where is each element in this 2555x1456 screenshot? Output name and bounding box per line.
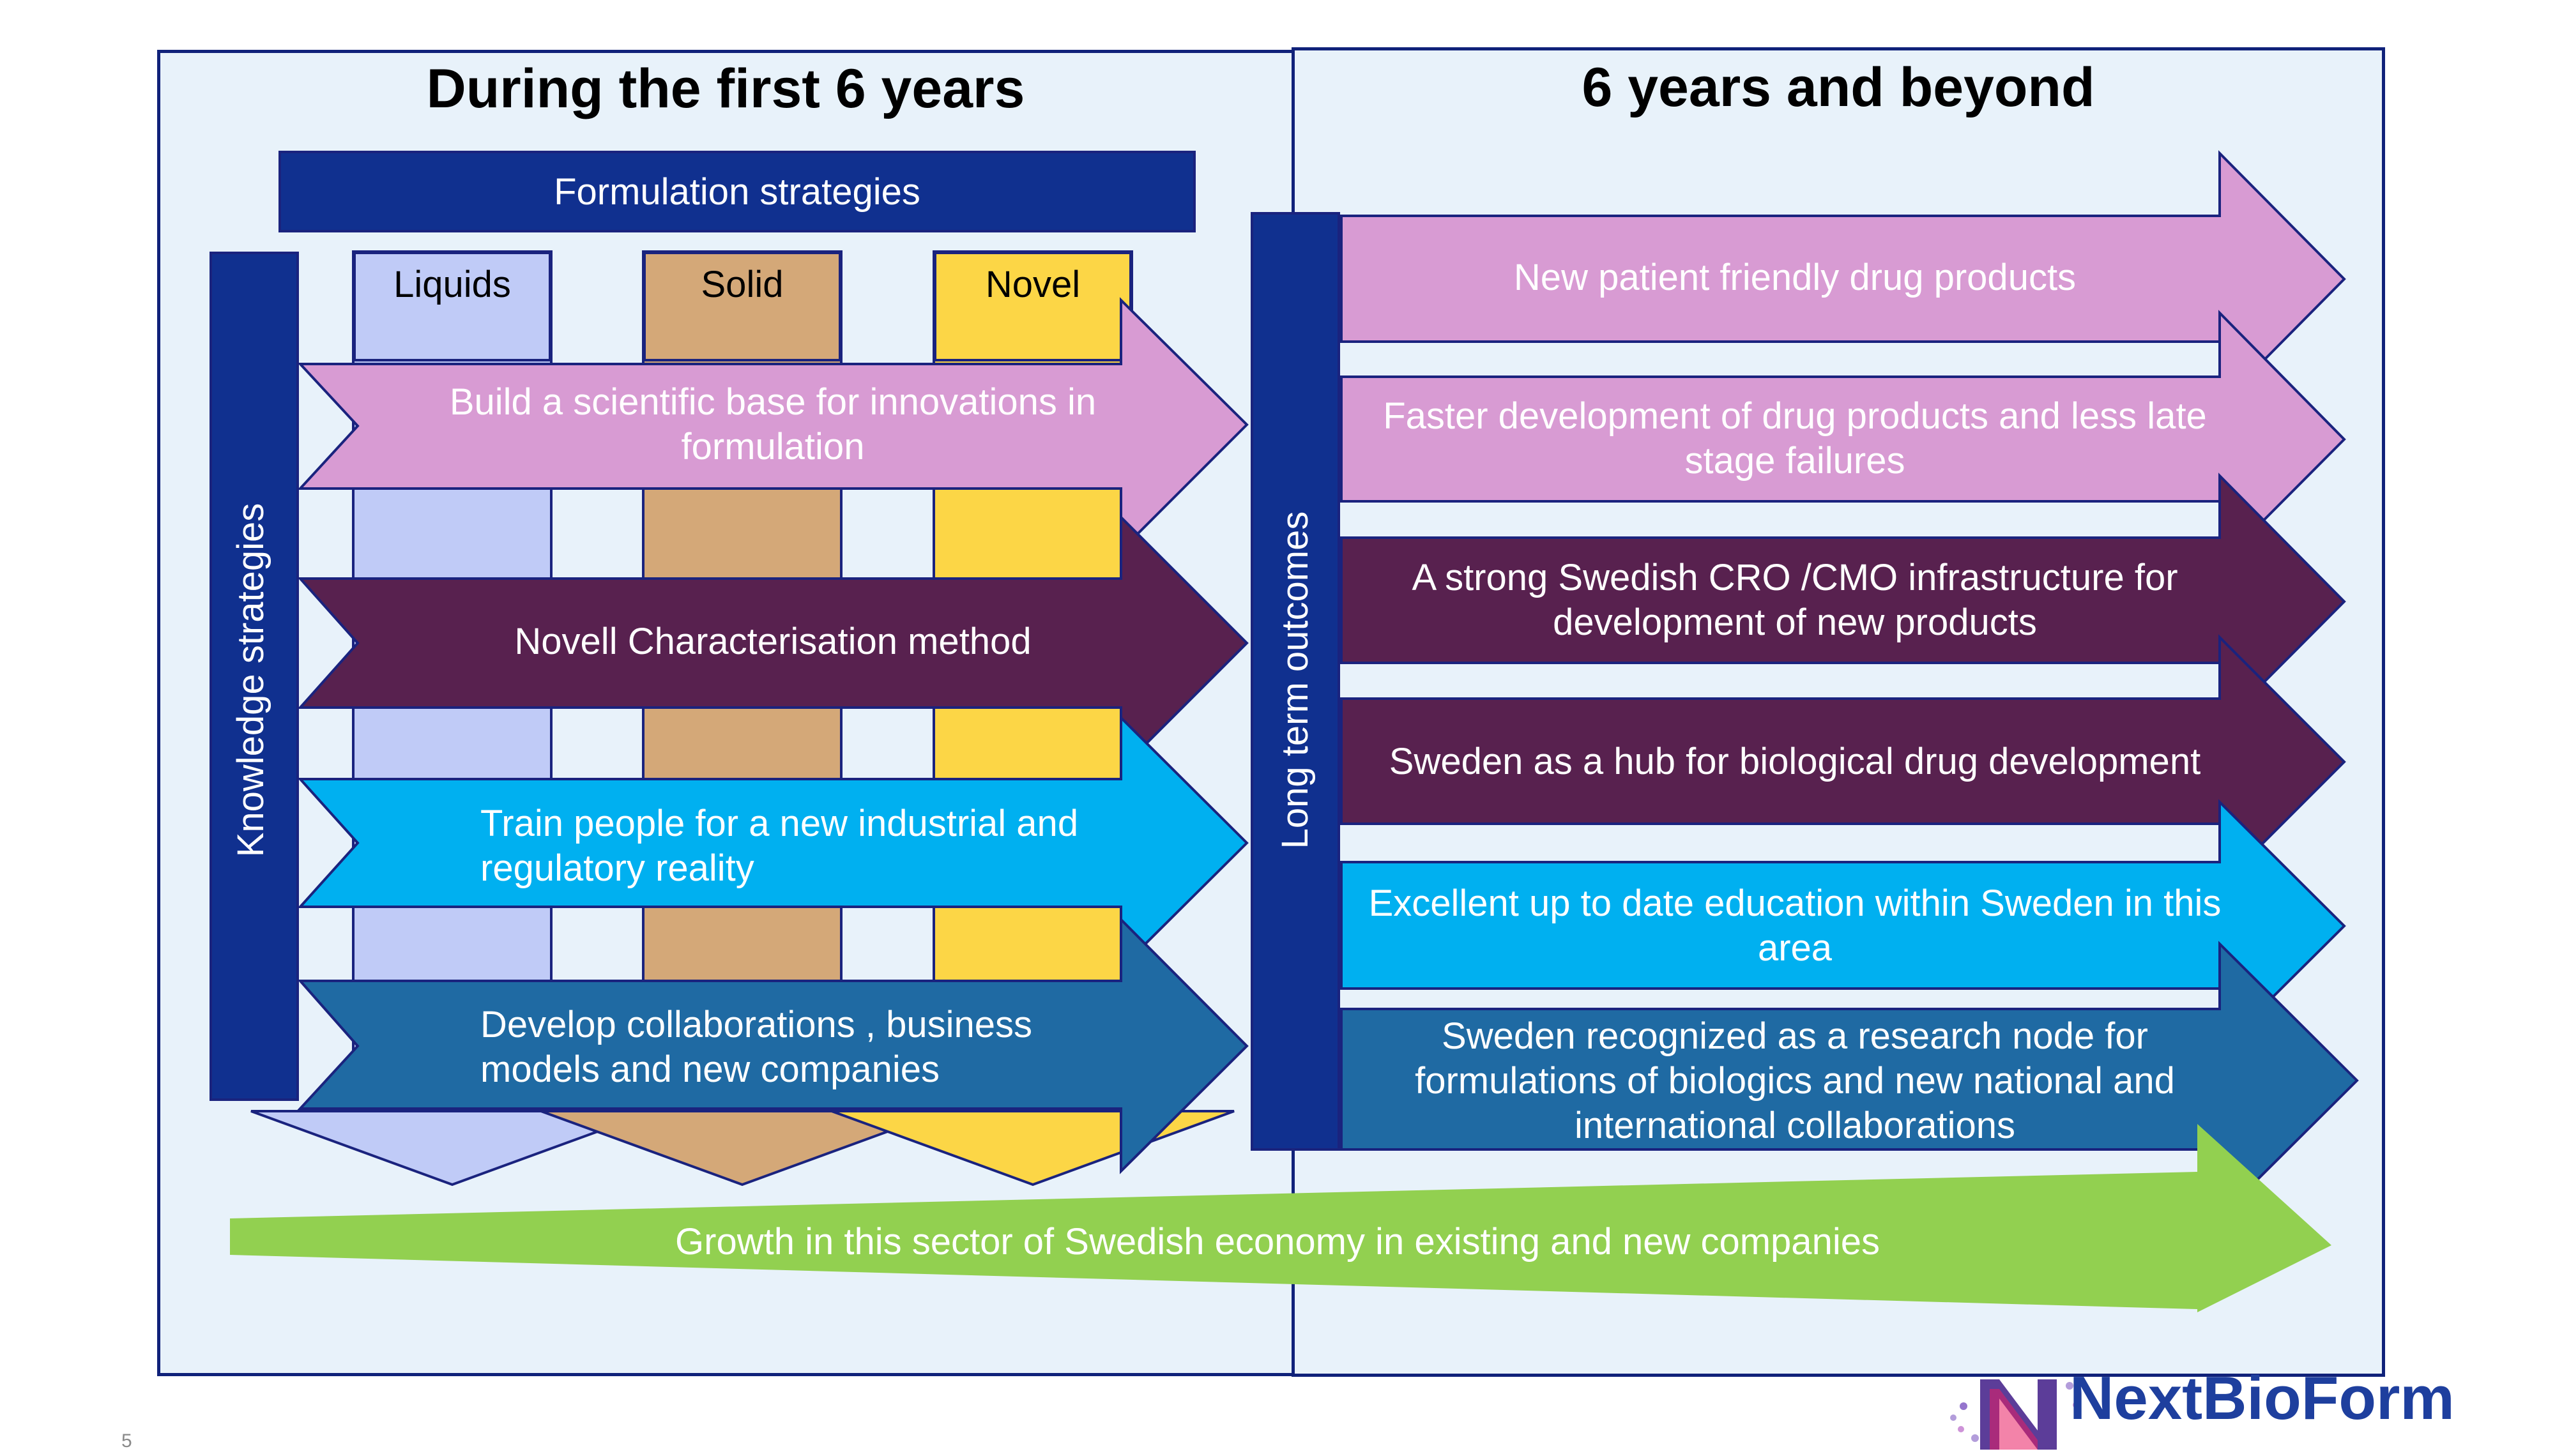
column-header-liquids: Liquids — [353, 252, 551, 361]
outcome-arrow-4-text: Sweden as a hub for biological drug deve… — [1389, 741, 2201, 782]
formulation-strategies-header: Formulation strategies — [278, 151, 1196, 232]
column-header-novel: Novel — [934, 252, 1132, 361]
knowledge-arrow-3-text: Train people for a new industrial and re… — [480, 803, 1079, 889]
long-term-outcomes-bar — [1251, 212, 1340, 1151]
outcome-arrow-6-shape — [1340, 941, 2359, 1220]
growth-arrow-shape — [230, 1124, 2331, 1312]
outcome-arrow-5-text: Excellent up to date education within Sw… — [1368, 883, 2222, 969]
growth-arrow-text: Growth in this sector of Swedish economy… — [675, 1221, 1880, 1263]
outcome-arrow-6-text: Sweden recognized as a research node for… — [1415, 1015, 2175, 1146]
outcome-arrow-5-shape — [1340, 799, 2346, 1053]
outcome-arrow-3-shape — [1340, 473, 2346, 730]
left-panel-heading: During the first 6 years — [426, 58, 1025, 119]
nextbioform-logo-text: NextBioForm — [2070, 1364, 2455, 1432]
right-panel-heading: 6 years and beyond — [1582, 57, 2095, 118]
outcome-arrow-4-shape — [1340, 634, 2346, 890]
knowledge-arrow-4-text: Develop collaborations , business models… — [480, 1004, 1033, 1090]
knowledge-arrow-4-shape — [297, 916, 1249, 1174]
outcome-arrow-2-text: Faster development of drug products and … — [1383, 395, 2207, 482]
nextbioform-logo-mark — [1950, 1379, 2079, 1450]
page-number: 5 — [121, 1430, 132, 1452]
outcome-arrow-1-shape — [1340, 150, 2346, 408]
outcome-arrow-2-shape — [1340, 310, 2346, 568]
knowledge-arrow-2-text: Novell Characterisation method — [514, 621, 1032, 662]
column-header-solid: Solid — [643, 252, 841, 361]
formulation-strategies-label: Formulation strategies — [554, 171, 920, 213]
outcome-arrow-1-text: New patient friendly drug products — [1513, 257, 2077, 298]
knowledge-arrow-1-text: Build a scientific base for innovations … — [449, 381, 1097, 467]
outcome-arrow-3-text: A strong Swedish CRO /CMO infrastructure… — [1412, 557, 2178, 643]
knowledge-strategies-bar — [210, 252, 299, 1101]
